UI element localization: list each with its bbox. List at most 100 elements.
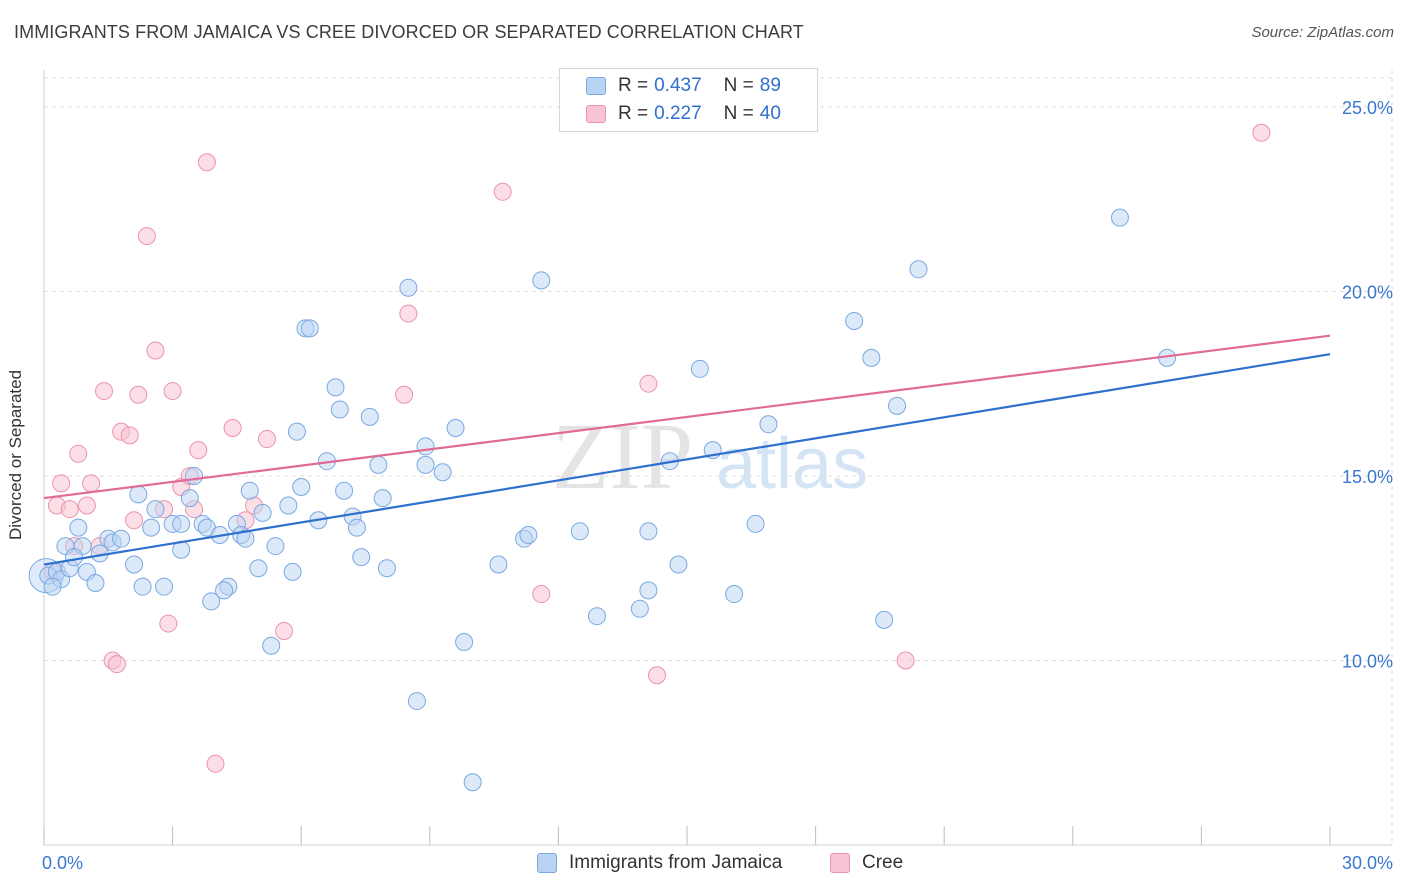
series-legend-cree[interactable]: Cree (830, 852, 903, 874)
cree-point (163, 382, 182, 401)
jamaica-point (86, 573, 105, 592)
x-tick-label: 0.0% (42, 853, 83, 873)
cree-point (69, 444, 88, 463)
jamaica-point (253, 503, 272, 522)
cree-point (206, 754, 225, 773)
jamaica-point (463, 773, 482, 792)
jamaica-points (28, 208, 1177, 792)
cree-point (223, 418, 242, 437)
jamaica-point (146, 500, 165, 519)
jamaica-point (489, 555, 508, 574)
cree-point (257, 430, 276, 449)
cree-point (197, 153, 216, 172)
jamaica-point (759, 415, 778, 434)
jamaica-point (888, 396, 907, 415)
jamaica-point (630, 599, 649, 618)
jamaica-point (433, 463, 452, 482)
jamaica-point (283, 562, 302, 581)
jamaica-point (300, 319, 319, 338)
y-tick-label: 20.0% (1342, 282, 1393, 302)
jamaica-point (133, 577, 152, 596)
jamaica-point (129, 485, 148, 504)
jamaica-point (669, 555, 688, 574)
y-axis-label: Divorced or Separated (6, 369, 25, 541)
series-swatch-pink (830, 853, 850, 873)
jamaica-point (155, 577, 174, 596)
jamaica-point (330, 400, 349, 419)
jamaica-point (266, 537, 285, 556)
jamaica-point (407, 692, 426, 711)
jamaica-point (347, 518, 366, 537)
legend-swatch-blue (586, 77, 606, 95)
jamaica-point (369, 455, 388, 474)
jamaica-point (845, 311, 864, 330)
legend-r-value: 0.437 (654, 75, 702, 96)
jamaica-point (587, 607, 606, 626)
jamaica-point (65, 548, 84, 567)
jamaica-point (112, 529, 131, 548)
jamaica-point (180, 489, 199, 508)
jamaica-point (202, 592, 221, 611)
jamaica-point (69, 518, 88, 537)
chart-title: IMMIGRANTS FROM JAMAICA VS CREE DIVORCED… (14, 22, 804, 42)
cree-point (896, 651, 915, 670)
cree-point (120, 426, 139, 445)
source-note: Source: ZipAtlas.com (1251, 24, 1394, 41)
jamaica-point (416, 437, 435, 456)
jamaica-point (639, 581, 658, 600)
jamaica-point (909, 260, 928, 279)
legend-r-value: 0.227 (654, 103, 702, 124)
legend-r-label: R = (618, 103, 649, 124)
legend-row-jamaica: R = 0.437 N = 89 (586, 73, 781, 99)
cree-point (129, 385, 148, 404)
cree-point (125, 511, 144, 530)
jamaica-point (125, 555, 144, 574)
jamaica-point (142, 518, 161, 537)
cree-point (395, 385, 414, 404)
correlation-legend: R = 0.437 N = 89 R = 0.227 N = 40 (559, 68, 818, 132)
trend-lines (43, 334, 1331, 566)
series-swatch-blue (537, 853, 557, 873)
y-tick-label: 25.0% (1342, 98, 1393, 118)
jamaica-point (373, 489, 392, 508)
legend-row-cree: R = 0.227 N = 40 (586, 101, 781, 127)
series-label: Cree (862, 852, 904, 873)
jamaica-point (399, 278, 418, 297)
x-tick-label: 30.0% (1342, 853, 1393, 873)
cree-point (95, 382, 114, 401)
tick-labels: 10.0% 15.0% 20.0% 25.0% 0.0% 30.0% (42, 98, 1393, 873)
jamaica-point (215, 581, 234, 600)
jamaica-point (279, 496, 298, 515)
jamaica-point (377, 559, 396, 578)
cree-point (146, 341, 165, 360)
jamaica-point (639, 522, 658, 541)
jamaica-point (335, 481, 354, 500)
cree-point (189, 441, 208, 460)
jamaica-point (416, 455, 435, 474)
jamaica-point (570, 522, 589, 541)
jamaica-point (185, 466, 204, 485)
jamaica-point (446, 418, 465, 437)
jamaica-point (360, 407, 379, 426)
series-legend-jamaica[interactable]: Immigrants from Jamaica (537, 852, 782, 874)
series-label: Immigrants from Jamaica (569, 852, 783, 873)
jamaica-point (746, 514, 765, 533)
cree-points (43, 123, 1271, 773)
cree-point (60, 500, 79, 519)
legend-n-label: N = (723, 75, 754, 96)
legend-n-value: 89 (759, 75, 781, 96)
cree-point (137, 227, 156, 246)
cree-point (82, 474, 101, 493)
jamaica-point (43, 577, 62, 596)
cree-point (1252, 123, 1271, 142)
jamaica-point (725, 585, 744, 604)
cree-point (399, 304, 418, 323)
cree-point (107, 655, 126, 674)
legend-n-value: 40 (759, 103, 781, 124)
legend-n-label: N = (723, 103, 754, 124)
watermark-atlas: atlas (716, 424, 868, 504)
jamaica-point (236, 529, 255, 548)
jamaica-point (352, 548, 371, 567)
jamaica-point (287, 422, 306, 441)
jamaica-point (1110, 208, 1129, 227)
